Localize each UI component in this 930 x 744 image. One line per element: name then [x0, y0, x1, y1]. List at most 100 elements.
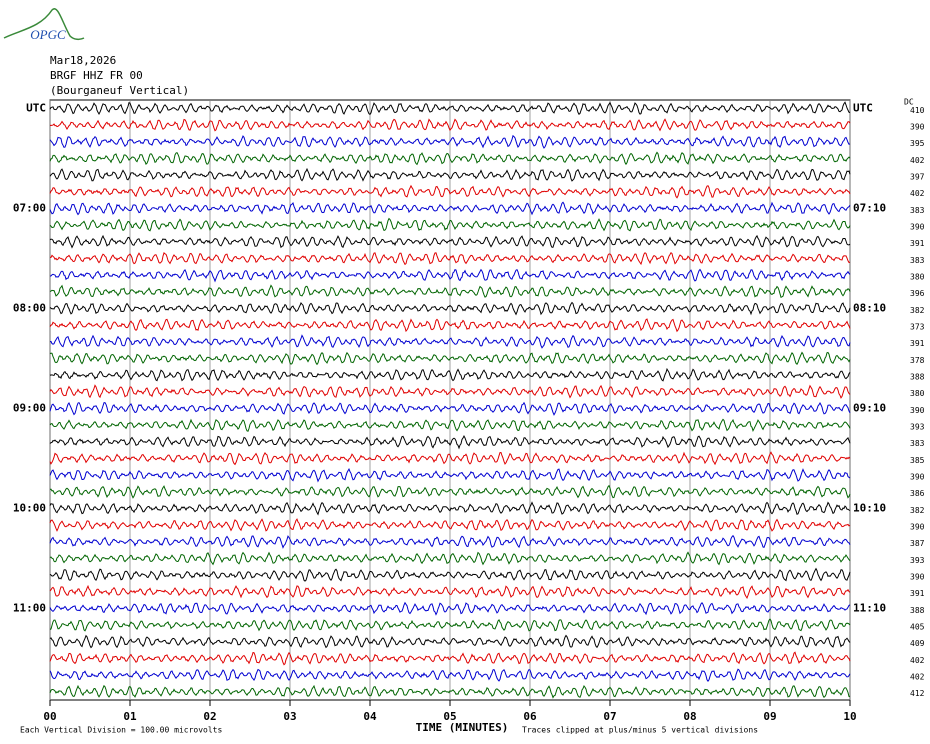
trace — [49, 451, 851, 466]
dc-label: 390 — [910, 573, 925, 582]
x-tick-label: 09 — [763, 710, 776, 723]
dc-label: 383 — [910, 439, 925, 448]
left-time-label: 08:00 — [13, 301, 46, 314]
trace — [49, 551, 851, 566]
x-tick-label: 10 — [843, 710, 856, 723]
trace — [49, 118, 851, 132]
trace — [49, 651, 851, 666]
dc-label: 373 — [910, 323, 925, 332]
title-line: (Bourganeuf Vertical) — [50, 84, 189, 97]
dc-header: DC — [904, 98, 914, 107]
trace — [49, 518, 851, 532]
trace — [49, 467, 851, 483]
dc-label: 402 — [910, 189, 925, 198]
trace — [49, 184, 851, 199]
dc-label: 388 — [910, 606, 925, 615]
trace — [49, 367, 851, 382]
dc-label: 390 — [910, 223, 925, 232]
trace — [49, 668, 851, 683]
dc-label: 395 — [910, 139, 925, 148]
trace — [49, 501, 851, 516]
left-time-label: 09:00 — [13, 401, 46, 414]
left-time-label: UTC — [26, 101, 46, 114]
x-tick-label: 03 — [283, 710, 296, 723]
footer-right: Traces clipped at plus/minus 5 vertical … — [522, 726, 758, 735]
x-tick-label: 04 — [363, 710, 377, 723]
trace — [49, 684, 851, 699]
trace — [49, 268, 851, 283]
dc-label: 383 — [910, 256, 925, 265]
dc-label: 405 — [910, 623, 925, 632]
dc-label: 380 — [910, 389, 925, 398]
trace — [49, 534, 851, 549]
trace — [49, 351, 851, 366]
dc-label: 396 — [910, 289, 925, 298]
dc-label: 382 — [910, 306, 925, 315]
dc-label: 391 — [910, 339, 925, 348]
right-time-label: 10:10 — [853, 501, 886, 514]
dc-label: 386 — [910, 489, 925, 498]
x-tick-label: 05 — [443, 710, 456, 723]
x-tick-label: 02 — [203, 710, 216, 723]
right-time-label: 08:10 — [853, 301, 886, 314]
x-axis-label: TIME (MINUTES) — [416, 721, 509, 734]
dc-label: 393 — [910, 556, 925, 565]
dc-label: 385 — [910, 456, 925, 465]
dc-label: 380 — [910, 273, 925, 282]
trace — [49, 435, 851, 450]
trace — [49, 384, 851, 399]
dc-label: 388 — [910, 373, 925, 382]
trace — [49, 484, 851, 499]
right-time-label: 11:10 — [853, 601, 886, 614]
trace — [49, 234, 851, 249]
dc-label: 397 — [910, 173, 925, 182]
trace — [49, 251, 851, 266]
dc-label: 390 — [910, 473, 925, 482]
trace — [49, 101, 851, 116]
trace — [49, 318, 851, 333]
trace — [49, 618, 851, 632]
dc-label: 412 — [910, 689, 925, 698]
dc-label: 383 — [910, 206, 925, 215]
dc-label: 387 — [910, 539, 925, 548]
logo-curve — [3, 8, 85, 41]
trace — [49, 401, 851, 416]
left-time-label: 07:00 — [13, 201, 46, 214]
x-tick-label: 07 — [603, 710, 616, 723]
trace — [49, 201, 851, 216]
x-tick-label: 01 — [123, 710, 137, 723]
dc-label: 410 — [910, 106, 925, 115]
title-line: Mar18,2026 — [50, 54, 116, 67]
trace — [49, 167, 851, 182]
dc-label: 390 — [910, 406, 925, 415]
dc-label: 402 — [910, 656, 925, 665]
left-time-label: 11:00 — [13, 601, 46, 614]
dc-label: 402 — [910, 156, 925, 165]
trace — [49, 334, 851, 349]
dc-label: 390 — [910, 523, 925, 532]
trace — [49, 217, 851, 232]
footer-left: Each Vertical Division = 100.00 microvol… — [20, 726, 222, 735]
left-time-label: 10:00 — [13, 501, 46, 514]
dc-label: 393 — [910, 423, 925, 432]
right-time-label: 07:10 — [853, 201, 886, 214]
trace — [49, 418, 851, 433]
logo: OPGC — [30, 27, 66, 42]
x-tick-label: 00 — [43, 710, 56, 723]
dc-label: 378 — [910, 356, 925, 365]
trace — [49, 301, 851, 316]
dc-label: 391 — [910, 239, 925, 248]
trace — [49, 567, 851, 582]
trace — [49, 284, 851, 299]
dc-label: 391 — [910, 589, 925, 598]
dc-label: 402 — [910, 673, 925, 682]
trace — [49, 134, 851, 149]
trace — [49, 634, 851, 649]
x-tick-label: 06 — [523, 710, 537, 723]
dc-label: 382 — [910, 506, 925, 515]
trace — [49, 584, 851, 599]
trace — [49, 151, 851, 166]
title-line: BRGF HHZ FR 00 — [50, 69, 143, 82]
right-time-label: UTC — [853, 101, 873, 114]
